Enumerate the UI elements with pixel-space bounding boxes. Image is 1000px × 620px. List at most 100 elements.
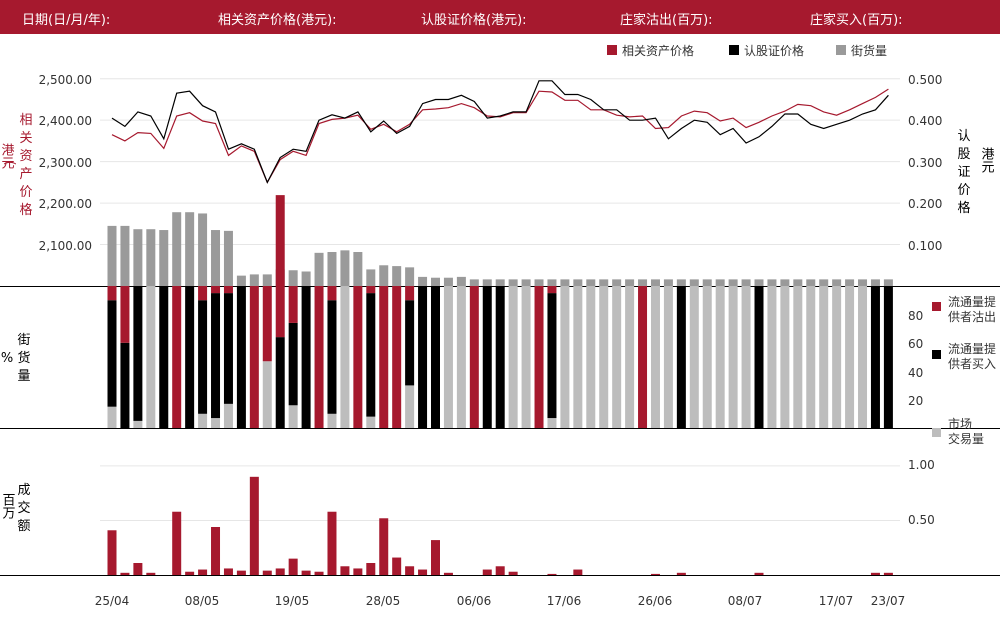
- issuer-sell-bar: [534, 286, 544, 428]
- outstanding-bars: [107, 212, 893, 286]
- outstanding-bar: [482, 279, 492, 286]
- x-tick-5: 17/06: [547, 594, 582, 608]
- left-tick-0: 2,500.00: [39, 73, 92, 87]
- outstanding-bar: [443, 277, 453, 286]
- issuer-sell-bar: [120, 286, 130, 343]
- issuer-buy-bar: [495, 286, 505, 428]
- issuer-sell-bar: [547, 286, 557, 294]
- outstanding-bar: [560, 279, 570, 286]
- issuer-buy-bar: [211, 293, 221, 419]
- issuer-sell-bar: [198, 286, 208, 301]
- x-tick-0: 25/04: [95, 594, 130, 608]
- mid-tick-1: 60: [908, 337, 923, 351]
- outstanding-bar: [211, 230, 221, 286]
- mid-legend-sell-line2: 供者沽出: [948, 310, 996, 324]
- outstanding-bar: [663, 279, 673, 286]
- mid-tick-3: 20: [908, 394, 923, 408]
- left-ylabel-char-0: 相: [19, 113, 32, 128]
- issuer-sell-bar: [327, 286, 337, 301]
- turnover-bar: [340, 566, 350, 575]
- outstanding-bar: [107, 225, 117, 286]
- market-volume-bar: [767, 286, 777, 428]
- turnover-bar: [443, 572, 453, 575]
- market-volume-bar: [443, 286, 453, 428]
- outstanding-bar: [625, 279, 635, 286]
- outstanding-bar: [353, 252, 363, 286]
- market-volume-bar: [832, 286, 842, 428]
- outstanding-bar: [573, 279, 583, 286]
- market-volume-bar: [340, 286, 350, 428]
- left-ylabel-char-1: 关: [19, 131, 32, 146]
- bottom-gridlines: [100, 465, 900, 521]
- issuer-sell-bar: [392, 286, 402, 428]
- issuer-sell-bar: [405, 286, 415, 301]
- turnover-bar: [883, 572, 893, 575]
- left-ylabel-char-5: 格: [19, 202, 32, 218]
- outstanding-bar: [133, 229, 143, 286]
- market-volume-bar: [715, 286, 725, 428]
- issuer-buy-bar: [159, 286, 169, 428]
- outstanding-bar: [547, 279, 557, 286]
- outstanding-bar: [249, 274, 259, 286]
- legend-outstanding-label: 街货量: [851, 43, 887, 58]
- issuer-buy-bar: [275, 337, 285, 428]
- turnover-bar: [223, 568, 233, 575]
- market-volume-bar: [133, 420, 143, 428]
- turnover-bar: [495, 566, 505, 575]
- issuer-buy-bar: [870, 286, 880, 428]
- issuer-buy-bar: [185, 286, 195, 428]
- outstanding-bar: [676, 279, 686, 286]
- x-tick-1: 08/05: [185, 594, 220, 608]
- market-volume-bar: [573, 286, 583, 428]
- issuer-buy-bar: [754, 286, 764, 428]
- market-volume-bar: [586, 286, 596, 428]
- market-volume-bar: [728, 286, 738, 428]
- outstanding-bar: [288, 270, 298, 286]
- outstanding-bar: [832, 279, 842, 286]
- left-ylabel-char-4: 价: [19, 185, 32, 200]
- issuer-buy-bar: [223, 293, 233, 404]
- turnover-bar: [405, 566, 415, 575]
- issuer-sell-bar: [249, 286, 259, 428]
- left-ylabel-char-2: 资: [19, 149, 32, 164]
- outstanding-bar: [392, 266, 402, 286]
- issuer-sell-label: 庄家沽出(百万):: [620, 13, 713, 28]
- left-ylabel-unit-open: (: [2, 160, 17, 165]
- outstanding-bar: [431, 277, 440, 286]
- warrant-price-line: [111, 80, 889, 184]
- right-tick-4: 0.100: [908, 239, 942, 253]
- mid-axis-title: 街 货 量 %: [1, 333, 31, 384]
- x-tick-9: 23/07: [871, 594, 906, 608]
- x-tick-6: 26/06: [638, 594, 673, 608]
- outstanding-bar: [379, 265, 389, 286]
- turnover-bar: [107, 530, 117, 575]
- mid-ylabel-unit: %: [1, 351, 13, 366]
- outstanding-bar: [185, 212, 195, 286]
- market-volume-bar: [223, 403, 233, 428]
- issuer-buy-bar: [327, 300, 337, 414]
- turnover-bars: [107, 476, 893, 575]
- outstanding-bar: [780, 279, 790, 286]
- upper-gridlines: [100, 78, 900, 246]
- outstanding-bar: [845, 279, 855, 286]
- market-volume-bar: [599, 286, 609, 428]
- mid-ylabel-char-1: 货: [17, 350, 30, 366]
- outstanding-bar: [599, 279, 609, 286]
- issuer-sell-bar: [172, 286, 182, 428]
- turnover-bar: [133, 563, 143, 575]
- issuer-buy-bar: [133, 286, 143, 421]
- market-volume-bar: [819, 286, 829, 428]
- issuer-sell-bar: [288, 286, 298, 323]
- outstanding-bar: [586, 279, 596, 286]
- turnover-bar: [262, 570, 272, 575]
- issuer-sell-bar: [262, 286, 272, 362]
- market-volume-bar: [366, 416, 376, 428]
- underlying-price-label: 相关资产价格(港元):: [218, 13, 337, 28]
- market-volume-bar: [650, 286, 660, 428]
- outstanding-bar: [418, 276, 428, 286]
- left-tick-2: 2,300.00: [39, 156, 92, 170]
- mid-legend-sell-swatch: [932, 302, 941, 311]
- turnover-bar: [676, 572, 686, 575]
- outstanding-bar: [159, 230, 169, 286]
- left-tick-4: 2,100.00: [39, 239, 92, 253]
